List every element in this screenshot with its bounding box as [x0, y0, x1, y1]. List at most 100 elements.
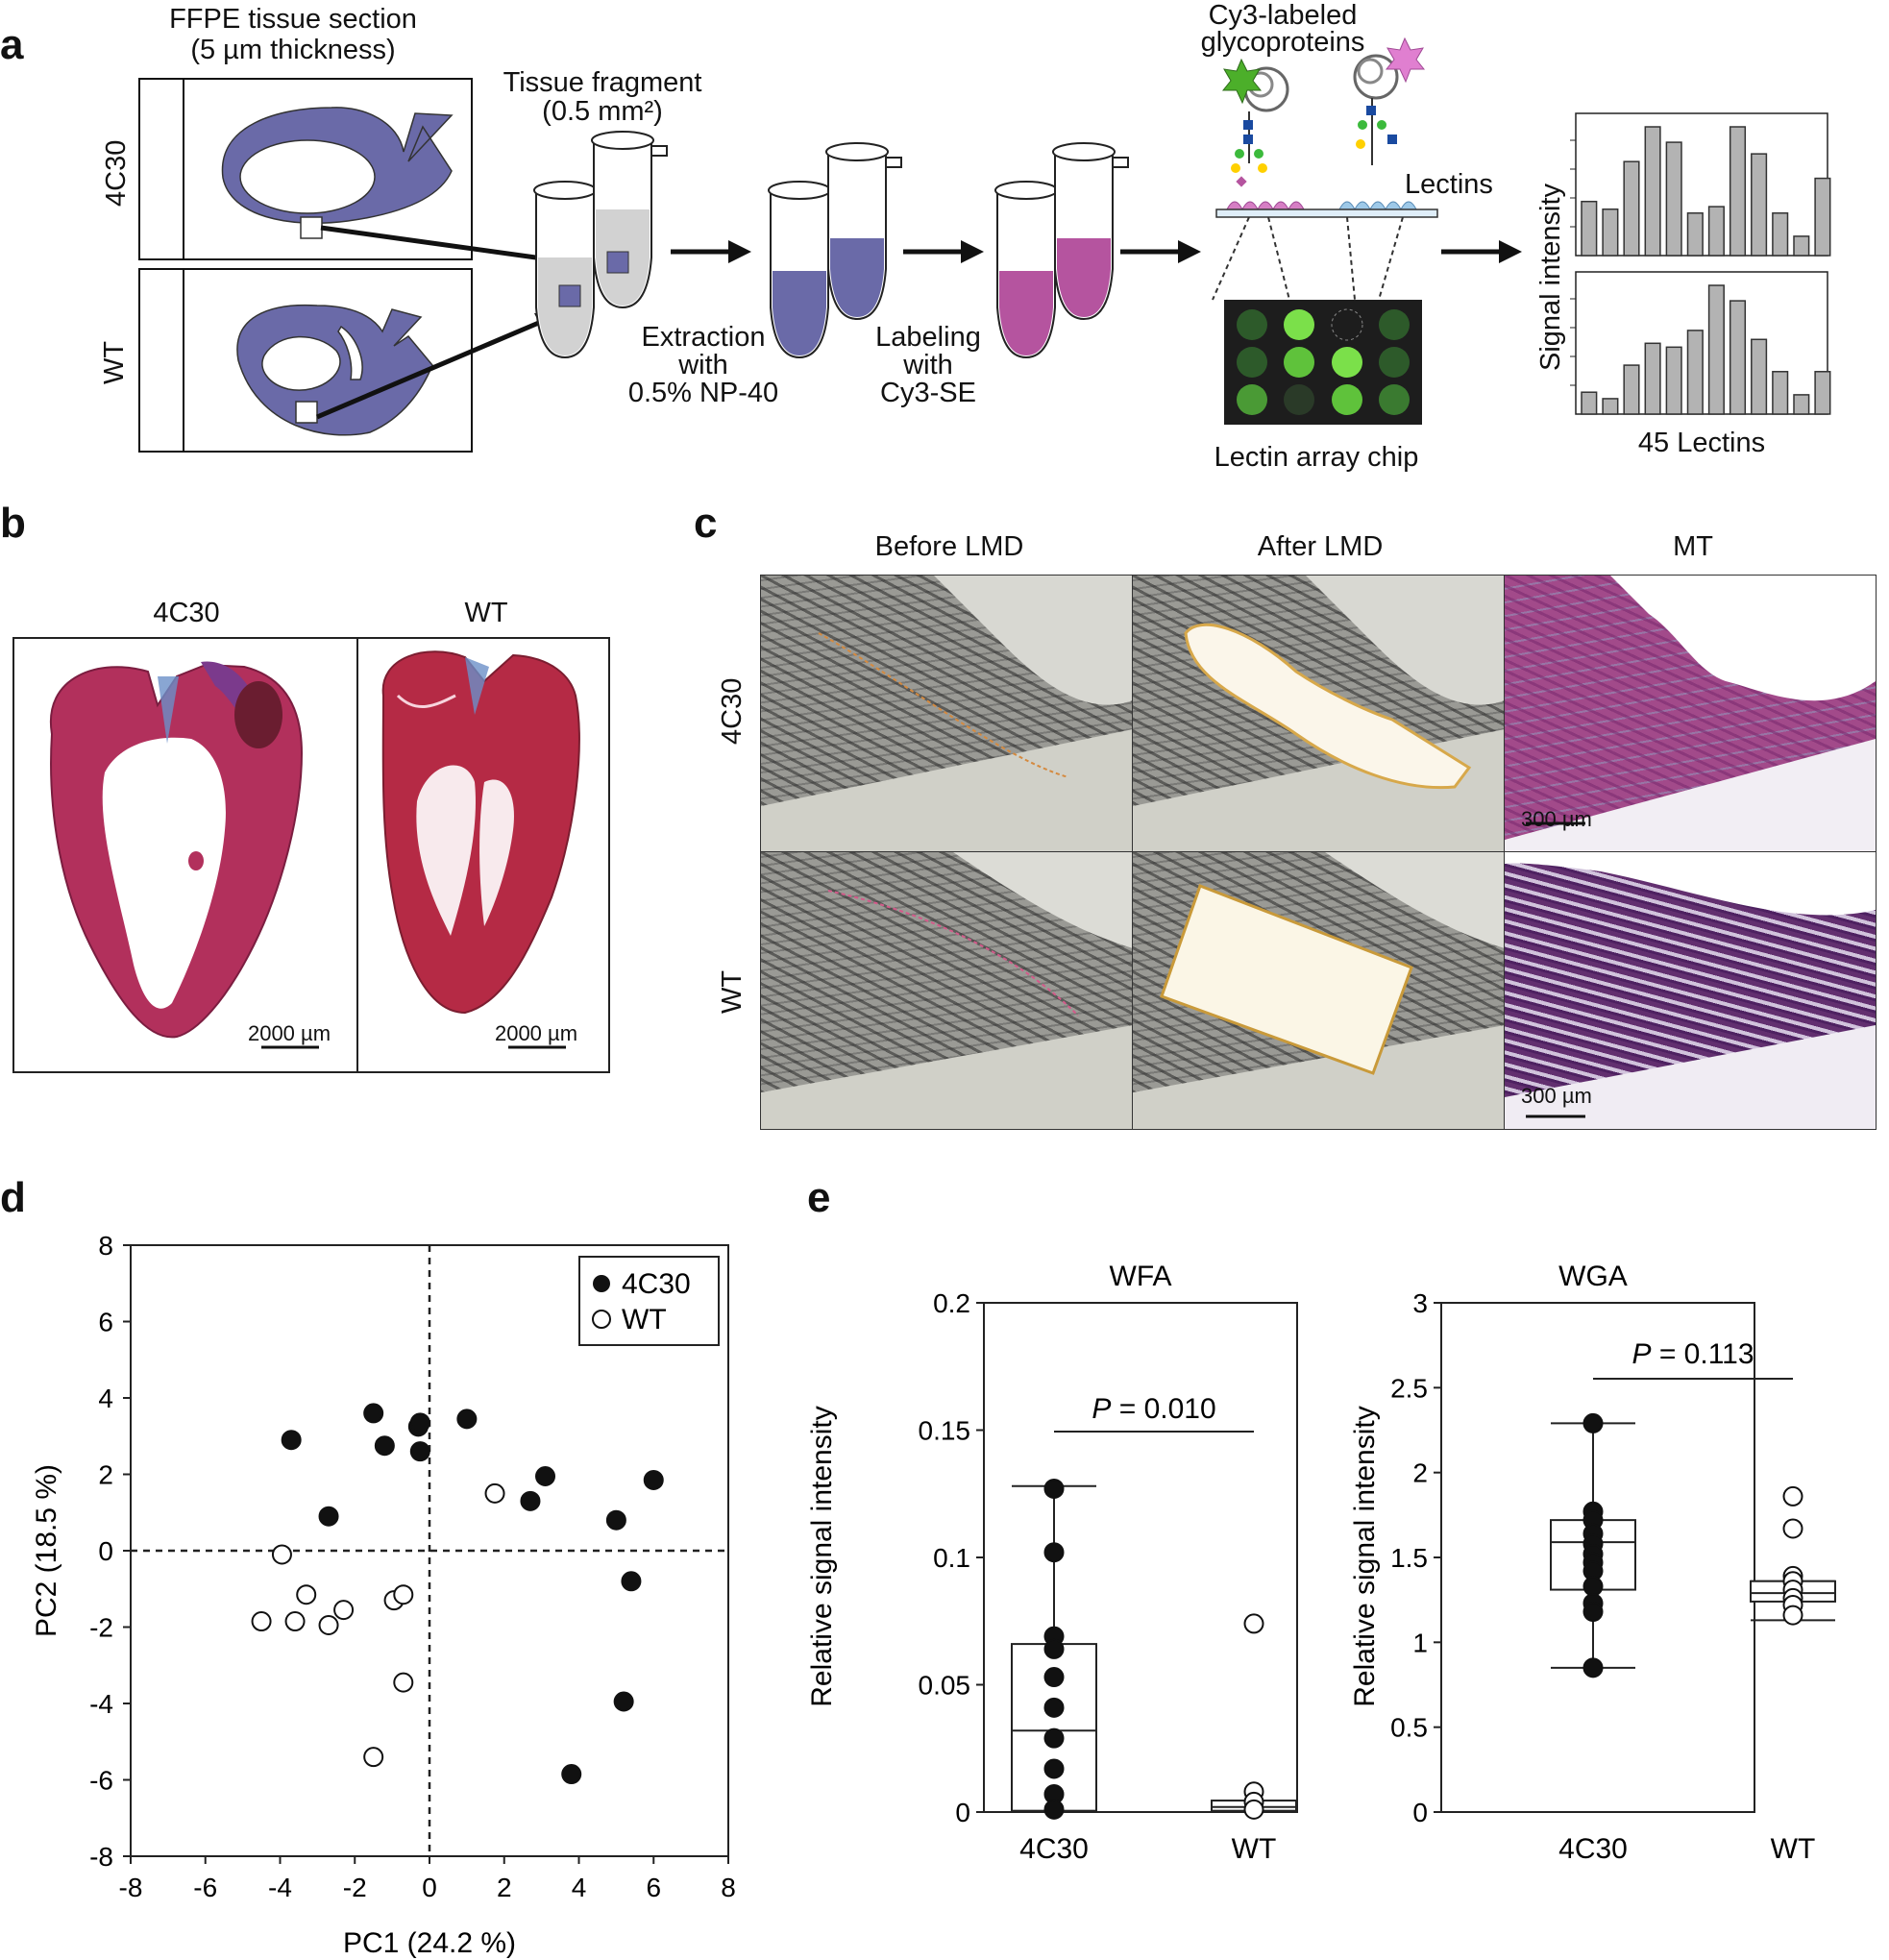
tube-pair-fragments — [533, 131, 668, 359]
lectin-bar — [1729, 300, 1747, 415]
wfa-pvalue: P = 0.010 — [1092, 1393, 1215, 1425]
pca-point-wt — [284, 1611, 306, 1632]
pca-point-4c30 — [535, 1465, 556, 1486]
legend-marker-wt — [592, 1310, 611, 1329]
slide-label-wt: WT — [99, 340, 130, 384]
wfa-y-tick-label: 0.15 — [919, 1416, 971, 1446]
glycoprotein-pink — [1353, 37, 1426, 165]
pca-x-tick-label: 0 — [422, 1873, 437, 1902]
wga-point-4c30 — [1582, 1576, 1604, 1597]
pca-x-tick-label: 8 — [721, 1873, 736, 1902]
pca-point-4c30 — [605, 1509, 626, 1531]
heart-image-4c30 — [49, 661, 304, 1039]
pca-scatter-chart: -8 -6 -4 -2 0 2 4 6 8 8 6 4 2 0 -2 -4 -6 -8 4C30 WT PC1 (… — [31, 1231, 736, 1959]
wfa-point-4c30 — [1043, 1638, 1065, 1659]
col-header-mt: MT — [1673, 531, 1713, 562]
pca-point-wt — [251, 1611, 272, 1632]
panel-b-label: b — [0, 500, 26, 547]
lectin-bar — [1665, 141, 1682, 257]
wfa-boxplot: WFA Relative signal intensity 0 0.05 0.1 0.… — [806, 1261, 1298, 1865]
lectin-bar — [1751, 153, 1768, 257]
lectin-bar — [1581, 391, 1598, 415]
heart-section-4c30 — [221, 107, 454, 239]
col-header-after: After LMD — [1257, 531, 1384, 562]
lectin-bar — [1814, 177, 1831, 257]
lectin-bar — [1772, 371, 1789, 415]
pca-point-4c30 — [409, 1412, 430, 1433]
wfa-point-wt — [1243, 1799, 1264, 1820]
heart-image-wt — [381, 650, 580, 1015]
wga-y-tick-label: 2 — [1412, 1458, 1428, 1488]
arrow-step-3 — [1120, 240, 1201, 263]
micro-wt-mt — [1504, 851, 1877, 1130]
lectin-bar — [1793, 235, 1810, 257]
heart-label-wt: WT — [464, 598, 508, 628]
wga-point-wt — [1782, 1518, 1803, 1539]
panel-d-label: d — [0, 1174, 26, 1221]
lectin-array-chip — [1224, 300, 1422, 425]
legend-label-4c30: 4C30 — [622, 1268, 691, 1300]
pca-point-wt — [393, 1584, 414, 1605]
wfa-point-4c30 — [1043, 1727, 1065, 1749]
row-label-wt: WT — [717, 969, 748, 1014]
scale-label-right: 2000 µm — [494, 1021, 578, 1045]
wfa-pvalue-text: = 0.010 — [1111, 1393, 1215, 1425]
signal-barchart-bottom — [1570, 271, 1831, 415]
wga-y-axis-label: Relative signal intensity — [1349, 1406, 1381, 1707]
labeling-line3: Cy3-SE — [880, 378, 976, 408]
labeling-line2: with — [903, 350, 953, 380]
lectin-bar — [1751, 338, 1768, 415]
heart-stain-panel — [12, 637, 610, 1073]
glycoprotein-green — [1221, 58, 1289, 187]
cy3-line1: Cy3-labeled — [1208, 0, 1358, 31]
scale-label-left: 2000 µm — [247, 1021, 331, 1045]
col-header-before: Before LMD — [874, 531, 1024, 562]
fragment-line2: (0.5 mm²) — [542, 96, 663, 127]
tube-pair-labeling — [994, 142, 1129, 359]
wfa-pvalue-p: P — [1092, 1393, 1111, 1425]
pca-y-tick-label: 0 — [98, 1536, 113, 1566]
wga-category-label: 4C30 — [1558, 1833, 1628, 1865]
lectin-count-label: 45 Lectins — [1637, 428, 1766, 458]
wga-title: WGA — [1558, 1261, 1628, 1292]
wfa-point-4c30 — [1043, 1478, 1065, 1499]
chip-label: Lectin array chip — [1214, 442, 1419, 473]
wga-boxplot: WGA Relative signal intensity 0 0.5 1 1.5 2 2… — [1349, 1261, 1836, 1865]
ffpe-title-line2: (5 µm thickness) — [190, 35, 396, 65]
pca-point-wt — [318, 1615, 339, 1636]
lectin-bar — [1707, 284, 1725, 415]
pca-point-wt — [393, 1672, 414, 1693]
pca-point-wt — [271, 1544, 292, 1565]
pca-x-tick-label: -6 — [193, 1873, 217, 1902]
pca-point-4c30 — [613, 1691, 634, 1712]
wga-point-4c30 — [1582, 1657, 1604, 1678]
pca-legend: 4C30 WT — [578, 1256, 720, 1346]
wfa-point-4c30 — [1043, 1667, 1065, 1688]
pca-point-4c30 — [643, 1469, 664, 1490]
wga-point-4c30 — [1582, 1602, 1604, 1623]
lectin-bar — [1581, 200, 1598, 257]
panel-a-diagram — [138, 37, 1831, 453]
wga-y-tick-label: 0.5 — [1390, 1713, 1428, 1743]
pca-y-tick-label: -2 — [89, 1613, 113, 1643]
pca-point-4c30 — [281, 1430, 302, 1451]
lectin-bar — [1644, 126, 1661, 257]
pca-x-tick-label: -2 — [343, 1873, 367, 1902]
pca-x-tick-label: -8 — [119, 1873, 143, 1902]
wfa-point-4c30 — [1043, 1799, 1065, 1820]
ffpe-title-line1: FFPE tissue section — [169, 4, 417, 35]
panel-c-label: c — [694, 500, 718, 547]
panel-a-label: a — [0, 21, 24, 68]
micro-4c30-before — [760, 575, 1134, 853]
wga-y-tick-label: 2.5 — [1390, 1373, 1428, 1403]
slide-label-4c30: 4C30 — [101, 139, 132, 207]
pca-x-tick-label: -4 — [268, 1873, 292, 1902]
scale-label-mt-top: 300 µm — [1521, 807, 1592, 831]
lectin-bar — [1686, 330, 1704, 415]
wfa-y-tick-label: 0.05 — [919, 1671, 971, 1701]
heart-section-wt — [236, 304, 433, 436]
wfa-point-4c30 — [1043, 1758, 1065, 1779]
micro-wt-before — [760, 851, 1134, 1130]
wfa-y-axis-label: Relative signal intensity — [806, 1406, 838, 1707]
scale-label-mt-bottom: 300 µm — [1521, 1084, 1592, 1108]
